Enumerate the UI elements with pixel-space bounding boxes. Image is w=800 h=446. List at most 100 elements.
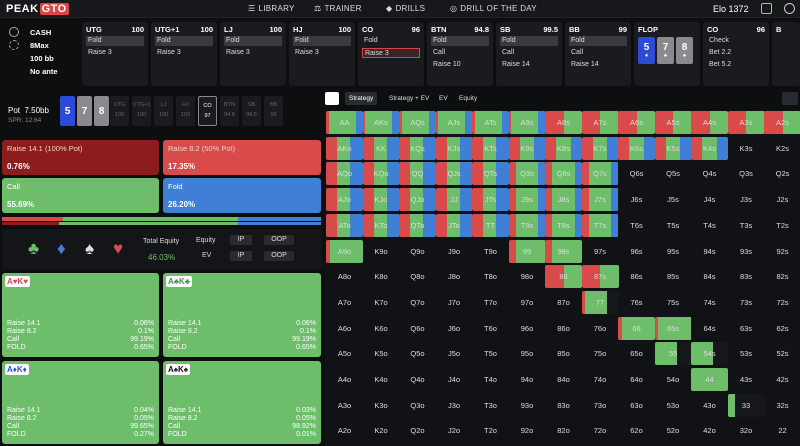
hand-cell[interactable]: Q8o bbox=[399, 265, 436, 288]
hand-cell[interactable]: 94o bbox=[509, 368, 546, 391]
hand-cell[interactable]: Q2s bbox=[764, 162, 800, 185]
hand-cell[interactable]: KTo bbox=[362, 213, 400, 237]
seat-btn[interactable]: BTN 94.8 Fold Call Raise 10 bbox=[427, 22, 493, 86]
hand-cell[interactable]: 74s bbox=[691, 291, 728, 314]
hand-cell[interactable]: 53o bbox=[655, 394, 692, 417]
hand-cell[interactable]: 52s bbox=[764, 342, 800, 365]
seat-action[interactable]: Raise 3 bbox=[157, 49, 181, 56]
spade-suit-icon[interactable]: ♠ bbox=[85, 239, 95, 258]
heart-suit-icon[interactable]: ♥ bbox=[113, 239, 124, 258]
hand-cell[interactable]: K5s bbox=[654, 136, 692, 160]
hand-cell[interactable]: AQo bbox=[326, 162, 363, 186]
equity-ip-toggle[interactable]: IP bbox=[230, 235, 252, 245]
hand-cell[interactable]: 32s bbox=[764, 394, 800, 417]
hand-cell[interactable]: Q2o bbox=[399, 419, 436, 442]
hand-cell[interactable]: J4o bbox=[436, 368, 473, 391]
hand-cell[interactable]: 92s bbox=[764, 240, 800, 263]
hand-cell[interactable]: 55 bbox=[654, 342, 692, 366]
hand-cell[interactable]: 97o bbox=[509, 291, 546, 314]
seat-action[interactable]: Fold bbox=[224, 36, 282, 46]
settings-icon[interactable] bbox=[9, 27, 19, 37]
hand-cell[interactable]: T8o bbox=[472, 265, 509, 288]
hand-cell[interactable]: T2s bbox=[764, 214, 800, 237]
hand-cell[interactable]: 93o bbox=[509, 394, 546, 417]
seat-action[interactable]: Raise 14 bbox=[502, 61, 530, 68]
hand-cell[interactable]: 65s bbox=[654, 316, 692, 340]
club-suit-icon[interactable]: ♣ bbox=[28, 239, 40, 258]
tab-equity[interactable]: Equity bbox=[459, 95, 478, 102]
hand-cell[interactable]: ATs bbox=[472, 111, 509, 134]
hand-cell[interactable]: 62o bbox=[618, 419, 655, 442]
combo-card[interactable]: A♣K♣ Raise 14.1 0.06% Raise 8.2 0.1% Call 9… bbox=[163, 273, 321, 357]
hand-cell[interactable]: J8s bbox=[545, 188, 582, 212]
hand-cell[interactable]: J4s bbox=[691, 188, 728, 211]
hand-cell[interactable]: ATo bbox=[326, 213, 363, 237]
hand-cell[interactable]: 75s bbox=[655, 291, 692, 314]
hand-cell[interactable]: KQs bbox=[399, 136, 436, 160]
hand-cell[interactable]: 94s bbox=[691, 240, 728, 263]
hand-cell[interactable]: JTo bbox=[435, 213, 473, 237]
hand-cell[interactable]: T8s bbox=[545, 213, 582, 237]
hand-cell[interactable]: Q8s bbox=[545, 162, 582, 186]
hand-cell[interactable]: KK bbox=[362, 136, 400, 160]
hand-cell[interactable]: 32o bbox=[728, 419, 765, 442]
seat-action[interactable]: Fold bbox=[364, 37, 378, 44]
hand-cell[interactable]: KTs bbox=[472, 136, 509, 160]
hand-cell[interactable]: 96o bbox=[509, 317, 546, 340]
hand-cell[interactable]: 75o bbox=[582, 342, 619, 365]
hand-cell[interactable]: 72o bbox=[582, 419, 619, 442]
hand-cell[interactable]: Q4s bbox=[691, 162, 728, 185]
hand-cell[interactable]: J6s bbox=[618, 188, 655, 211]
equity-oop-toggle[interactable]: OOP bbox=[264, 235, 294, 245]
hand-cell[interactable]: 74o bbox=[582, 368, 619, 391]
hand-cell[interactable]: K8o bbox=[363, 265, 400, 288]
hand-cell[interactable]: K2o bbox=[363, 419, 400, 442]
hand-cell[interactable]: 96s bbox=[618, 240, 655, 263]
hand-cell[interactable]: K8s bbox=[545, 136, 582, 160]
hand-cell[interactable]: Q7s bbox=[581, 162, 619, 186]
hand-cell[interactable]: T9o bbox=[472, 240, 509, 263]
hand-cell[interactable]: AKs bbox=[362, 111, 400, 134]
hand-cell[interactable]: J7o bbox=[436, 291, 473, 314]
seat-action[interactable]: Fold bbox=[569, 36, 627, 46]
hand-cell[interactable]: K7o bbox=[363, 291, 400, 314]
hand-cell[interactable]: 43o bbox=[691, 394, 728, 417]
hand-cell[interactable]: T6s bbox=[618, 214, 655, 237]
hand-cell[interactable]: 72s bbox=[764, 291, 800, 314]
hand-cell[interactable]: K6s bbox=[618, 136, 655, 160]
hand-cell[interactable]: K3o bbox=[363, 394, 400, 417]
hand-cell[interactable]: AJo bbox=[326, 188, 363, 212]
hand-cell[interactable]: J9s bbox=[508, 188, 546, 212]
hand-cell[interactable]: 64s bbox=[691, 317, 728, 340]
seat-action[interactable]: Call bbox=[571, 49, 584, 56]
hand-cell[interactable]: QQ bbox=[399, 162, 436, 186]
hand-cell[interactable]: 42o bbox=[691, 419, 728, 442]
hand-cell[interactable]: JTs bbox=[472, 188, 509, 212]
seat-action[interactable]: Raise 3 bbox=[295, 49, 319, 56]
hand-cell[interactable]: Q9s bbox=[508, 162, 546, 186]
hand-cell[interactable]: TT bbox=[472, 213, 509, 237]
hand-cell[interactable]: KJs bbox=[435, 136, 473, 160]
hand-cell[interactable]: 43s bbox=[728, 368, 765, 391]
hand-cell[interactable]: 95s bbox=[655, 240, 692, 263]
hand-cell[interactable]: 82o bbox=[545, 419, 582, 442]
hand-cell[interactable]: T7o bbox=[472, 291, 509, 314]
hand-cell[interactable]: A4s bbox=[691, 111, 728, 134]
hand-cell[interactable]: A3o bbox=[326, 394, 363, 417]
hand-cell[interactable]: K9o bbox=[363, 240, 400, 263]
hand-cell[interactable]: K2s bbox=[764, 137, 800, 160]
hand-cell[interactable]: A5o bbox=[326, 342, 363, 365]
hand-cell[interactable]: Q9o bbox=[399, 240, 436, 263]
seat-action[interactable]: Raise 3 bbox=[88, 49, 112, 56]
hand-cell[interactable]: A9s bbox=[508, 111, 546, 134]
hand-cell[interactable]: K4s bbox=[691, 136, 728, 160]
hand-cell[interactable]: 84o bbox=[545, 368, 582, 391]
combo-card[interactable]: A♦K♦ Raise 14.1 0.04% Raise 8.2 0.05% Call… bbox=[2, 361, 159, 444]
hand-cell[interactable]: 77 bbox=[581, 290, 619, 314]
hand-cell[interactable]: 98o bbox=[509, 265, 546, 288]
hand-cell[interactable]: AA bbox=[326, 111, 363, 134]
seat-lj[interactable]: LJ 100 Fold Raise 3 bbox=[220, 22, 286, 86]
hand-cell[interactable]: A8o bbox=[326, 265, 363, 288]
hand-cell[interactable]: 73s bbox=[728, 291, 765, 314]
hand-cell[interactable]: A8s bbox=[545, 111, 582, 134]
